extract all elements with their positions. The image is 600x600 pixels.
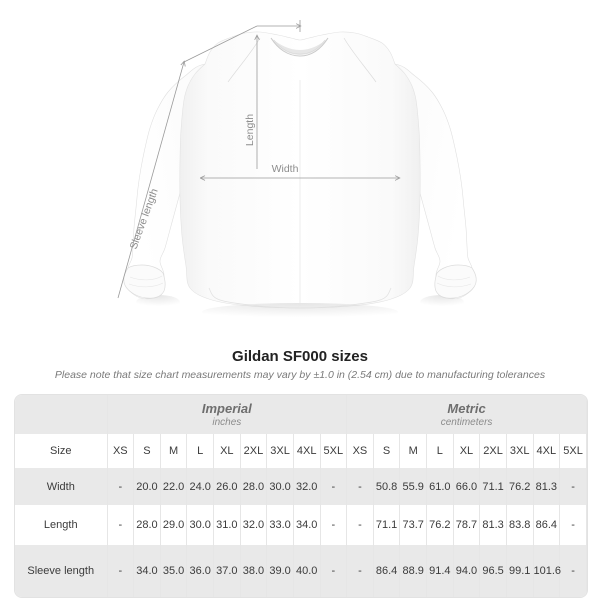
svg-text:Width: Width xyxy=(272,163,299,175)
svg-text:Length: Length xyxy=(244,114,256,146)
